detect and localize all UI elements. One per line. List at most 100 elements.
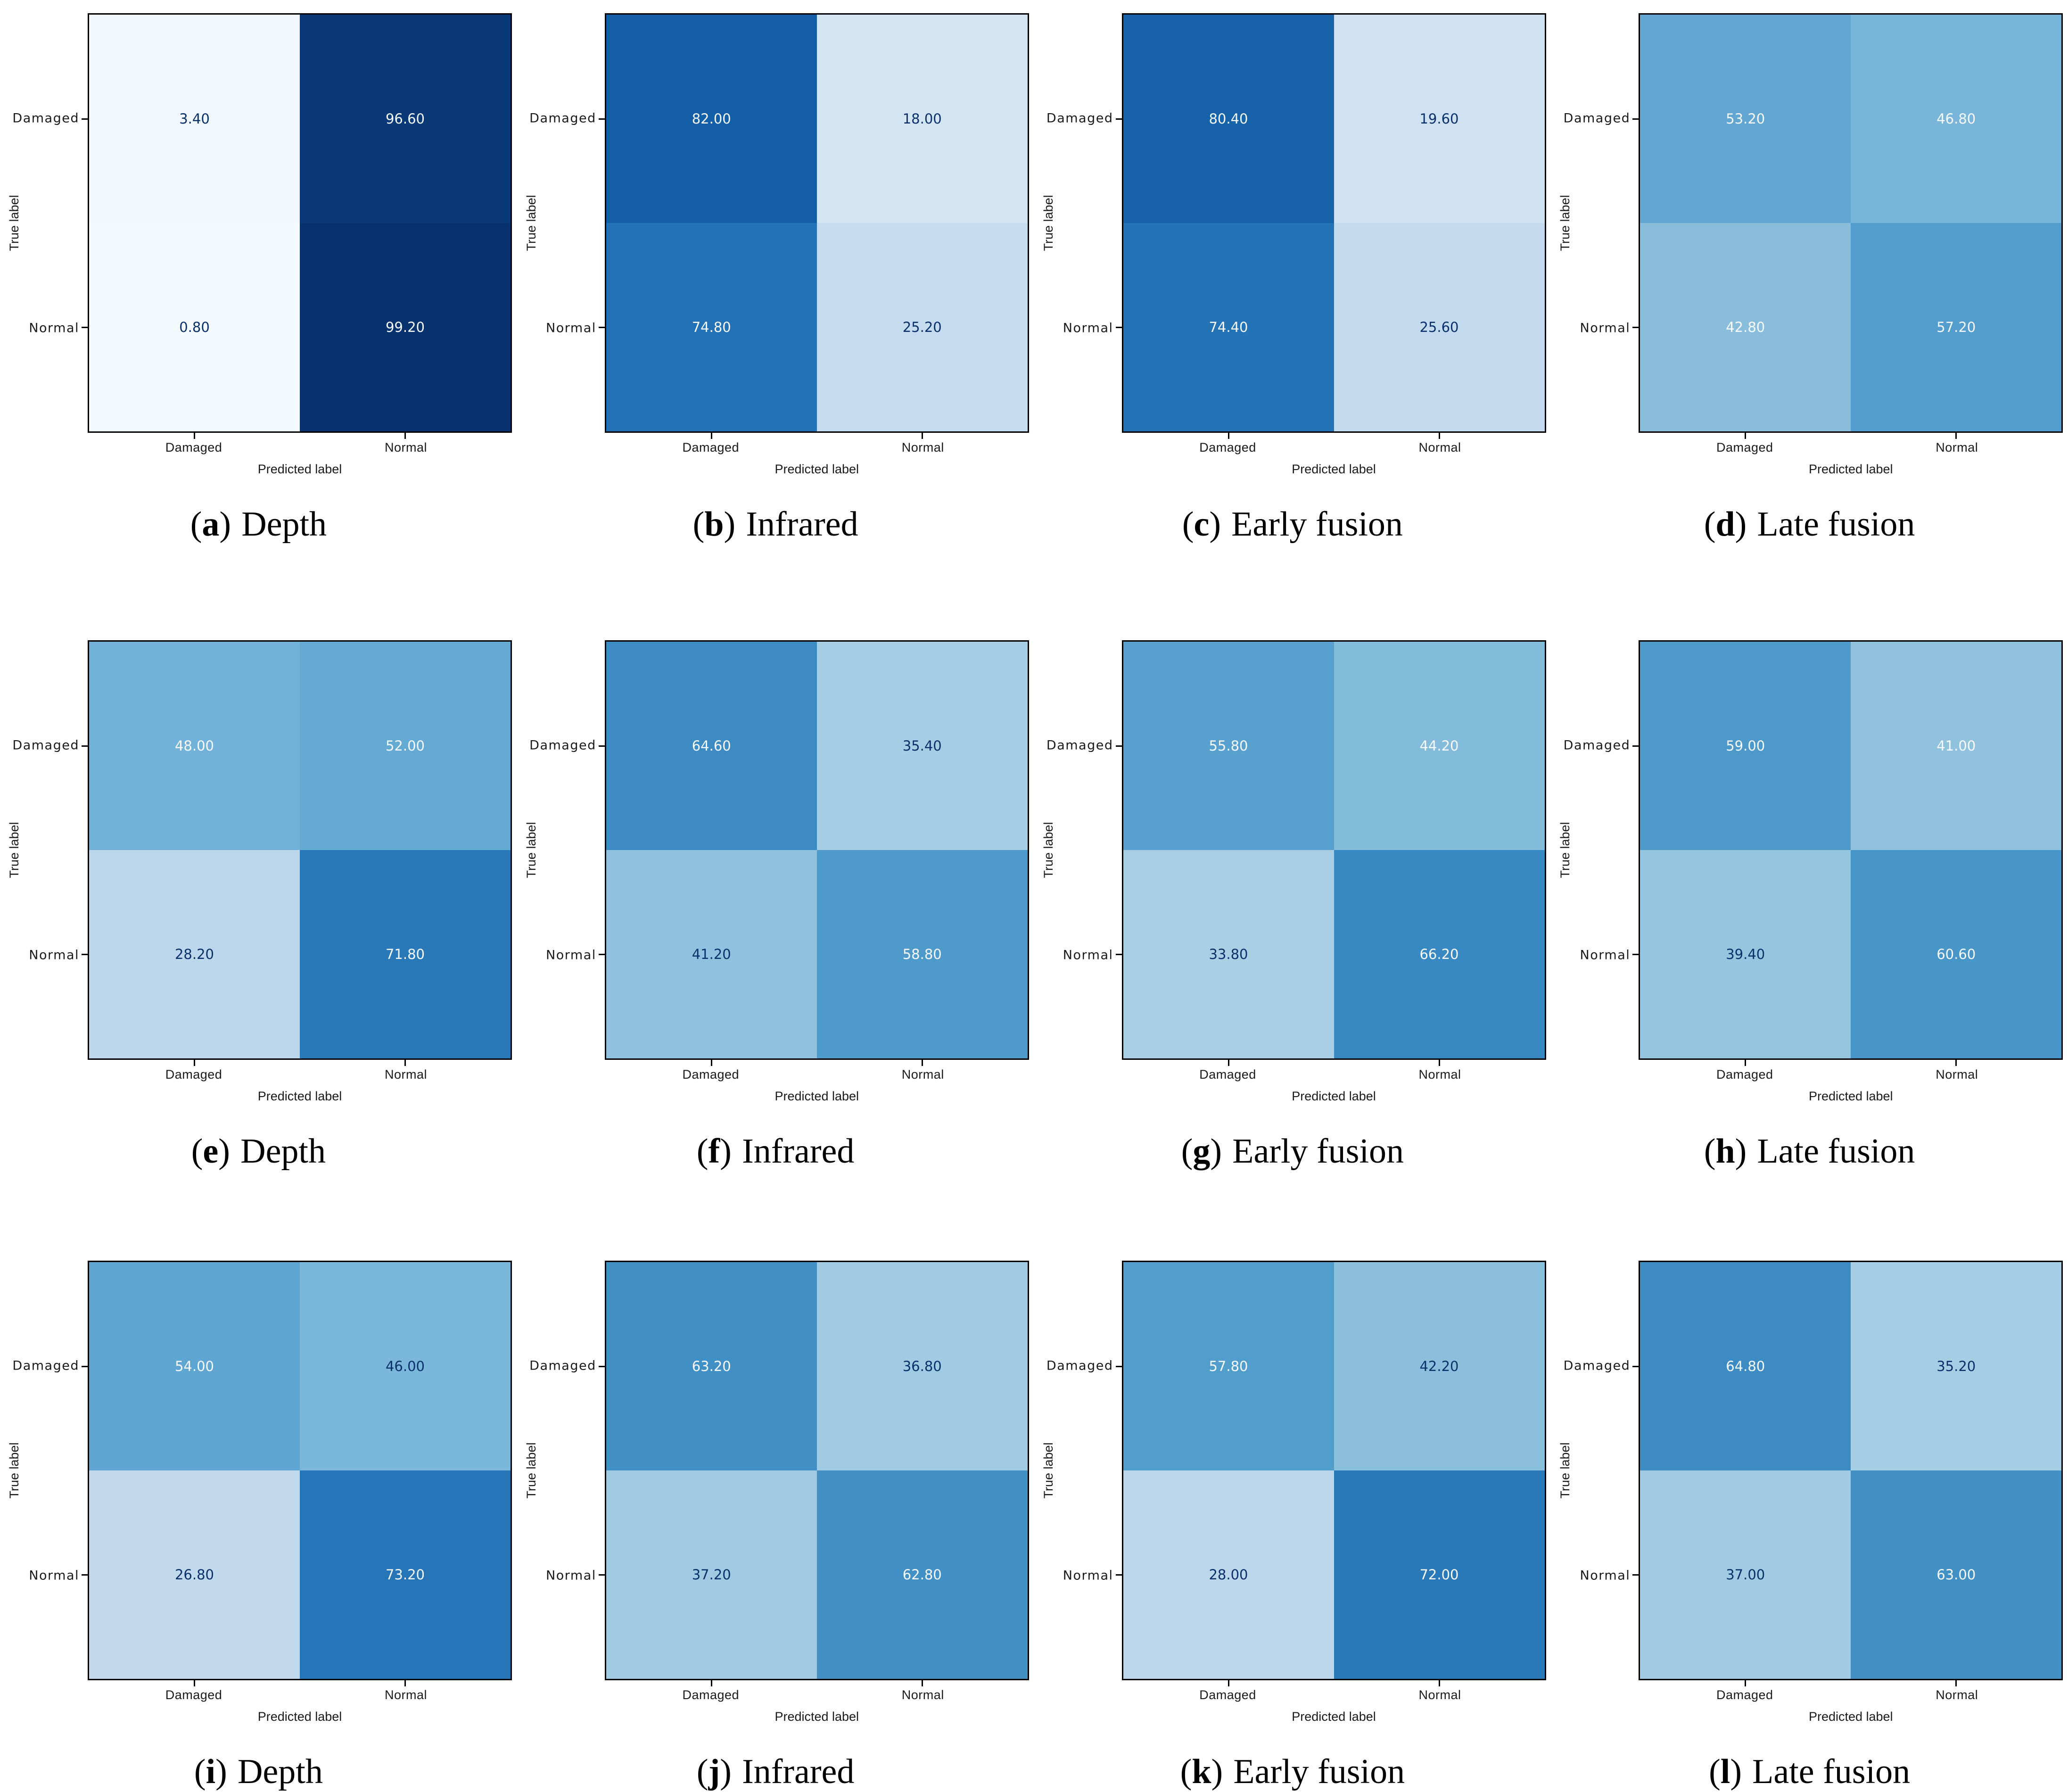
tick-mark: [921, 1060, 923, 1066]
y-tick-label-damaged: Damaged: [1563, 738, 1631, 752]
caption-paren: (: [194, 1752, 206, 1791]
caption-title: Early fusion: [1233, 1752, 1405, 1791]
subfigure-caption-a: (a) Depth: [0, 504, 517, 545]
y-axis-title: True label: [1041, 195, 1055, 251]
tick-mark: [82, 953, 88, 955]
tick-mark: [82, 118, 88, 120]
x-axis-title: Predicted label: [1808, 1089, 1893, 1103]
subfigure-d: True label Damaged Normal 53.20 46.80 42…: [1551, 0, 2068, 627]
y-axis-title: True label: [1558, 822, 1573, 878]
heatmap-area: 64.80 35.20 37.00 63.00: [1632, 1261, 2063, 1686]
caption-title: Depth: [240, 1132, 326, 1171]
x-tick-label-normal: Normal: [1936, 1688, 1978, 1702]
matrix-cell-r0c0: 64.80: [1640, 1262, 1851, 1470]
matrix-cell-r0c0: 80.40: [1123, 15, 1334, 223]
subfigure-c: True label Damaged Normal 80.40 19.60 74…: [1034, 0, 1551, 627]
x-axis-title: Predicted label: [1292, 462, 1376, 476]
caption-paren: (: [692, 505, 705, 544]
tick-mark: [598, 1365, 605, 1367]
matrix-cell-r1c0: 74.80: [606, 223, 817, 431]
x-tick-label-damaged: Damaged: [682, 1688, 740, 1702]
tick-mark: [82, 745, 88, 747]
tick-mark: [1632, 118, 1639, 120]
matrix-cell-r1c1: 99.20: [300, 223, 511, 431]
subfigure-caption-b: (b) Infrared: [517, 504, 1034, 545]
subfigure-h: True label Damaged Normal 59.00 41.00 39…: [1551, 627, 2068, 1247]
caption-title: Infrared: [742, 1132, 855, 1171]
tick-mark: [1438, 1060, 1440, 1066]
y-axis-title: True label: [524, 195, 538, 251]
caption-paren: ): [215, 1752, 227, 1791]
subfigure-f: True label Damaged Normal 64.60 35.40 41…: [517, 627, 1034, 1247]
tick-mark: [1115, 326, 1122, 328]
tick-mark: [1115, 1574, 1122, 1576]
tick-mark: [1228, 1060, 1229, 1066]
matrix-cell-r1c1: 60.60: [1851, 850, 2062, 1058]
subfigure-caption-c: (c) Early fusion: [1034, 504, 1551, 545]
caption-title: Depth: [241, 505, 327, 544]
caption-paren: (: [190, 505, 202, 544]
caption-title: Early fusion: [1231, 505, 1403, 544]
matrix-cell-r0c1: 46.80: [1851, 15, 2062, 223]
y-tick-label-normal: Normal: [1580, 1568, 1631, 1583]
confusion-matrix-e: True label Damaged Normal 48.00 52.00 28…: [7, 640, 512, 1103]
heatmap-area: 63.20 36.80 37.20 62.80: [598, 1261, 1029, 1686]
y-tick-label-damaged: Damaged: [12, 1358, 79, 1373]
x-tick-label-normal: Normal: [384, 1688, 428, 1702]
tick-mark: [598, 326, 605, 328]
x-axis-title: Predicted label: [257, 1709, 342, 1724]
heatmap-area: 48.00 52.00 28.20 71.80: [82, 640, 512, 1066]
subfigure-e: True label Damaged Normal 48.00 52.00 28…: [0, 627, 517, 1247]
x-axis-title: Predicted label: [1292, 1709, 1376, 1724]
x-tick-label-normal: Normal: [384, 440, 428, 454]
x-tick-label-normal: Normal: [1936, 440, 1978, 454]
x-axis-title: Predicted label: [774, 1089, 859, 1103]
x-tick-label-damaged: Damaged: [1716, 1688, 1773, 1702]
y-tick-label-damaged: Damaged: [12, 111, 79, 125]
matrix-cell-r1c0: 41.20: [606, 850, 817, 1058]
tick-mark: [1115, 118, 1122, 120]
x-axis-title: Predicted label: [1808, 1709, 1893, 1724]
caption-paren: ): [1211, 1752, 1223, 1791]
x-tick-label-normal: Normal: [1936, 1067, 1978, 1082]
caption-paren: ): [1209, 505, 1221, 544]
caption-letter: k: [1192, 1752, 1211, 1791]
caption-paren: (: [696, 1752, 709, 1791]
matrix-cell-r1c0: 28.00: [1123, 1470, 1334, 1679]
heatmap-area: 59.00 41.00 39.40 60.60: [1632, 640, 2063, 1066]
confusion-matrix-i: True label Damaged Normal 54.00 46.00 26…: [7, 1261, 512, 1724]
matrix-cell-r0c0: 3.40: [89, 15, 300, 223]
matrix-cell-r0c1: 44.20: [1334, 642, 1545, 850]
y-tick-label-normal: Normal: [1063, 321, 1113, 335]
caption-paren: ): [1730, 1752, 1742, 1791]
caption-paren: (: [191, 1132, 203, 1171]
x-axis-title: Predicted label: [1292, 1089, 1376, 1103]
subfigure-caption-e: (e) Depth: [0, 1131, 517, 1172]
caption-letter: b: [704, 505, 724, 544]
y-tick-label-normal: Normal: [1580, 321, 1631, 335]
subfigure-caption-g: (g) Early fusion: [1034, 1131, 1551, 1172]
caption-paren: (: [1709, 1752, 1721, 1791]
matrix-cell-r1c1: 72.00: [1334, 1470, 1545, 1679]
y-tick-label-normal: Normal: [1063, 948, 1113, 962]
y-tick-label-normal: Normal: [29, 1568, 79, 1583]
caption-letter: l: [1720, 1752, 1730, 1791]
caption-paren: ): [1735, 505, 1747, 544]
confusion-matrix-g: True label Damaged Normal 55.80 44.20 33…: [1041, 640, 1546, 1103]
caption-letter: d: [1715, 505, 1735, 544]
confusion-matrix-b: True label Damaged Normal 82.00 18.00 74…: [524, 13, 1029, 476]
x-axis-title: Predicted label: [257, 462, 342, 476]
matrix-cell-r1c1: 66.20: [1334, 850, 1545, 1058]
matrix-cell-r1c0: 28.20: [89, 850, 300, 1058]
y-tick-label-damaged: Damaged: [1046, 111, 1113, 125]
y-tick-label-normal: Normal: [29, 321, 79, 335]
tick-mark: [194, 1680, 195, 1686]
matrix-cell-r1c1: 71.80: [300, 850, 511, 1058]
subfigure-caption-h: (h) Late fusion: [1551, 1131, 2068, 1172]
subfigure-k: True label Damaged Normal 57.80 42.20 28…: [1034, 1247, 1551, 1792]
matrix-cell-r0c1: 19.60: [1334, 15, 1545, 223]
caption-paren: ): [1210, 1132, 1222, 1171]
x-tick-label-damaged: Damaged: [165, 1067, 222, 1082]
y-axis-title: True label: [524, 1442, 538, 1499]
matrix-cell-r1c1: 58.80: [816, 850, 1028, 1058]
